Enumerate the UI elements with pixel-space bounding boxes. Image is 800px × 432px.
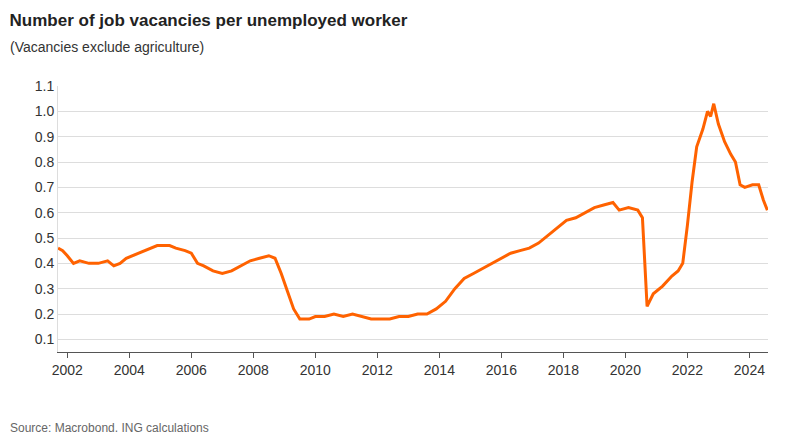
svg-text:1.0: 1.0 [35,103,55,119]
svg-text:2018: 2018 [548,362,579,378]
svg-text:0.7: 0.7 [35,179,55,195]
svg-text:0.4: 0.4 [35,255,55,271]
svg-text:2020: 2020 [610,362,641,378]
svg-text:(Vacancies exclude agriculture: (Vacancies exclude agriculture) [10,39,204,55]
svg-text:0.3: 0.3 [35,281,55,297]
svg-text:Source: Macrobond, ING calcula: Source: Macrobond, ING calculations [10,421,209,432]
svg-text:2010: 2010 [300,362,331,378]
svg-text:2016: 2016 [486,362,517,378]
svg-text:2012: 2012 [362,362,393,378]
svg-text:0.2: 0.2 [35,306,55,322]
svg-text:2014: 2014 [424,362,455,378]
svg-text:2024: 2024 [734,362,765,378]
svg-text:2008: 2008 [238,362,269,378]
svg-text:1.1: 1.1 [35,78,55,94]
svg-text:0.9: 0.9 [35,129,55,145]
svg-text:2006: 2006 [176,362,207,378]
svg-text:0.8: 0.8 [35,154,55,170]
svg-text:2004: 2004 [114,362,145,378]
svg-text:2022: 2022 [672,362,703,378]
svg-text:2002: 2002 [52,362,83,378]
svg-text:0.6: 0.6 [35,205,55,221]
svg-text:Number of job vacancies per un: Number of job vacancies per unemployed w… [10,11,408,30]
svg-text:0.1: 0.1 [35,331,55,347]
svg-text:0.5: 0.5 [35,230,55,246]
